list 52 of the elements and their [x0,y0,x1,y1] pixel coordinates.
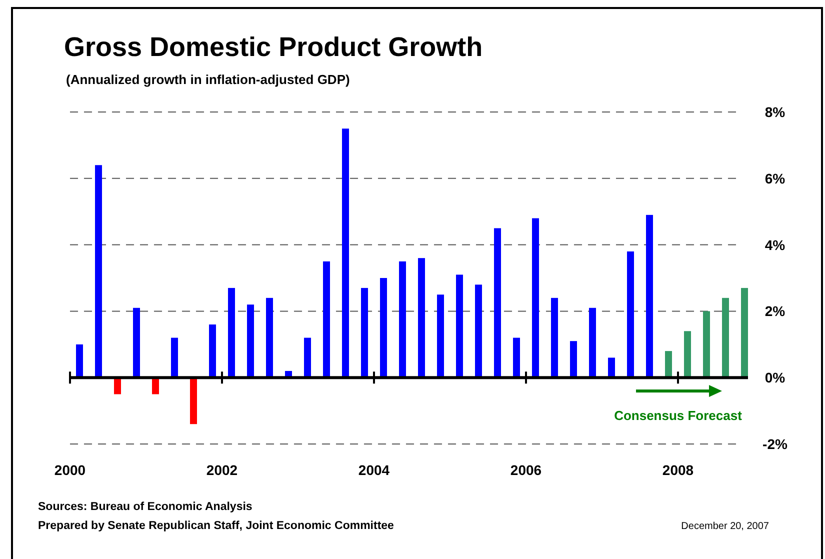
bar [95,165,102,378]
bar [703,311,710,378]
bar [551,298,558,378]
bar [114,378,121,394]
bar [684,331,691,378]
bar [190,378,197,424]
chart-subtitle: (Annualized growth in inflation-adjusted GDP) [66,72,350,87]
chart-title: Gross Domestic Product Growth [64,32,483,62]
annotation: Consensus Forecast [614,408,743,423]
y-tick-label: 2% [764,303,786,320]
bar [380,278,387,378]
bar [266,298,273,378]
y-tick-label: 4% [764,236,786,253]
bar [133,308,140,378]
bar [494,228,501,378]
bar [437,294,444,378]
x-tick-label: 2000 [54,462,86,478]
bar [722,298,729,378]
bar [570,341,577,378]
text: Prepared by Senate Republican Staff, Joint Economic Committee [38,520,394,532]
y-tick-label: -2% [762,436,788,452]
x-tick-label: 2006 [510,462,542,478]
bar [665,351,672,378]
x-tick-label: 2008 [662,462,694,478]
bar [342,128,349,378]
y-tick-label: 0% [764,370,786,386]
y-tick-label: 6% [764,170,786,186]
bar [589,308,596,378]
bar [304,338,311,378]
bar [513,338,520,378]
x-tick-label: 2004 [358,462,390,478]
bar [532,218,539,378]
bar [152,378,159,394]
bar [323,261,330,378]
bar [399,261,406,378]
bar [76,344,83,378]
bar [608,358,615,378]
bar [627,251,634,378]
bar [247,304,254,378]
y-tick-label: 8% [764,104,786,120]
bar [171,338,178,378]
x-tick-label: 2002 [206,462,238,478]
source-note: Sources: Bureau of Economic Analysis [38,501,252,513]
bar [228,288,235,378]
bar [741,288,748,378]
bar [646,214,653,378]
bar [456,274,463,378]
bar [418,258,425,378]
bar [209,324,216,378]
bar [475,284,482,378]
text: December 20, 2007 [681,521,770,532]
bar [361,288,368,378]
